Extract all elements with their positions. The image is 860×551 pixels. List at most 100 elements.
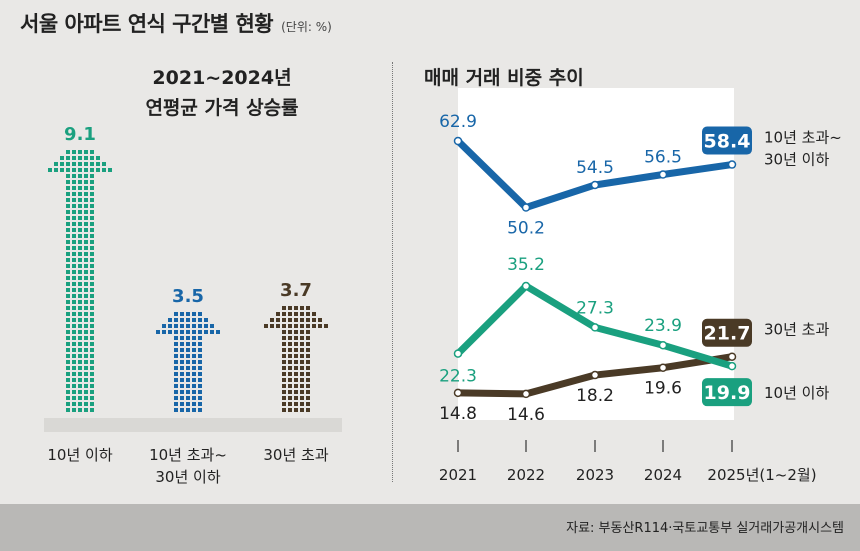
bar-cell — [90, 306, 94, 310]
bar-cell — [90, 390, 94, 394]
bar-cell — [84, 222, 88, 226]
charts-svg: 2021~2024년 연평균 가격 상승률 매매 거래 비중 추이 9.1 10년… — [44, 67, 842, 486]
bar-category-label: 30년 이하 — [155, 468, 220, 486]
bar-cell — [282, 384, 286, 388]
bar-cell — [198, 372, 202, 376]
bar-cell — [180, 360, 184, 364]
bar-cell — [186, 366, 190, 370]
bar-cell — [78, 258, 82, 262]
bar-cell — [186, 342, 190, 346]
bar-cell — [96, 162, 100, 166]
bar-cell — [84, 360, 88, 364]
bar-cell — [66, 306, 70, 310]
bar-cell — [72, 354, 76, 358]
bar-cell — [72, 372, 76, 376]
bar-cell — [84, 318, 88, 322]
bar-cell — [72, 240, 76, 244]
bar-category-label: 30년 초과 — [263, 446, 328, 464]
bar-cell — [174, 354, 178, 358]
bar-cell — [90, 348, 94, 352]
bar-cell — [288, 384, 292, 388]
series-value-label: 22.3 — [439, 367, 477, 387]
bar-cell — [84, 300, 88, 304]
bar-cell — [276, 318, 280, 322]
bar-cell — [90, 402, 94, 406]
bar-cell — [90, 366, 94, 370]
bar-cell — [186, 348, 190, 352]
bar-cell — [180, 348, 184, 352]
bar-cell — [300, 396, 304, 400]
bar-cell — [72, 264, 76, 268]
bar-cell — [66, 300, 70, 304]
bar-cell — [72, 282, 76, 286]
x-tick-label: 2022 — [507, 466, 545, 484]
bar-cell — [66, 222, 70, 226]
bar-cell — [66, 264, 70, 268]
bar-cell — [78, 306, 82, 310]
bar-cell — [78, 360, 82, 364]
bar-cell — [78, 210, 82, 214]
bar-cell — [198, 360, 202, 364]
bar-cell — [78, 222, 82, 226]
bar-cell — [282, 312, 286, 316]
bar-cell — [78, 150, 82, 154]
series-name-label: 10년 이하 — [764, 384, 829, 402]
bar-cell — [282, 402, 286, 406]
bar-cell — [102, 168, 106, 172]
bar-cell — [90, 270, 94, 274]
bar-cell — [294, 330, 298, 334]
series-name-label: 30년 초과 — [764, 321, 829, 339]
bar-cell — [198, 312, 202, 316]
bar-cell — [192, 324, 196, 328]
bar-cell — [300, 336, 304, 340]
bar-cell — [174, 402, 178, 406]
bar-cell — [90, 252, 94, 256]
bar-cell — [72, 288, 76, 292]
series-value-label: 35.2 — [507, 255, 545, 275]
bar-cell — [294, 378, 298, 382]
badge-bg — [702, 378, 752, 407]
bar-cell — [306, 354, 310, 358]
series-value-label: 19.6 — [644, 379, 682, 399]
bar-cell — [72, 312, 76, 316]
bar-cell — [198, 342, 202, 346]
bar-cell — [306, 372, 310, 376]
bar-cell — [180, 372, 184, 376]
bar-cell — [78, 240, 82, 244]
bar-cell — [72, 348, 76, 352]
bar-cell — [84, 228, 88, 232]
bar-cell — [84, 276, 88, 280]
bar-cell — [66, 174, 70, 178]
bar-cell — [300, 306, 304, 310]
bar-cell — [66, 246, 70, 250]
bar-cell — [300, 390, 304, 394]
bar-cell — [180, 342, 184, 346]
bar-cell — [84, 258, 88, 262]
bar-cell — [78, 252, 82, 256]
bar-cell — [216, 330, 220, 334]
bar-cell — [294, 318, 298, 322]
last-value-badge: 58.4 — [702, 126, 752, 155]
bar-cell — [168, 324, 172, 328]
bar-cell — [186, 408, 190, 412]
bar-cell — [66, 336, 70, 340]
bar-cell — [84, 234, 88, 238]
bar-cell — [90, 174, 94, 178]
bar-cell — [300, 348, 304, 352]
bar-cell — [66, 408, 70, 412]
bar-cell — [180, 324, 184, 328]
bar-cell — [66, 372, 70, 376]
line-chart-title: 매매 거래 비중 추이 — [424, 67, 584, 89]
series-value-label: 23.9 — [644, 316, 682, 336]
bar-cell — [168, 330, 172, 334]
bar-cell — [66, 270, 70, 274]
bar-cell — [54, 162, 58, 166]
bar-cell — [264, 324, 268, 328]
bar-cell — [84, 240, 88, 244]
bar-cell — [282, 378, 286, 382]
bar-cell — [174, 378, 178, 382]
bar-cell — [78, 174, 82, 178]
bar-cell — [174, 324, 178, 328]
bar-cell — [162, 330, 166, 334]
bar-cell — [84, 174, 88, 178]
